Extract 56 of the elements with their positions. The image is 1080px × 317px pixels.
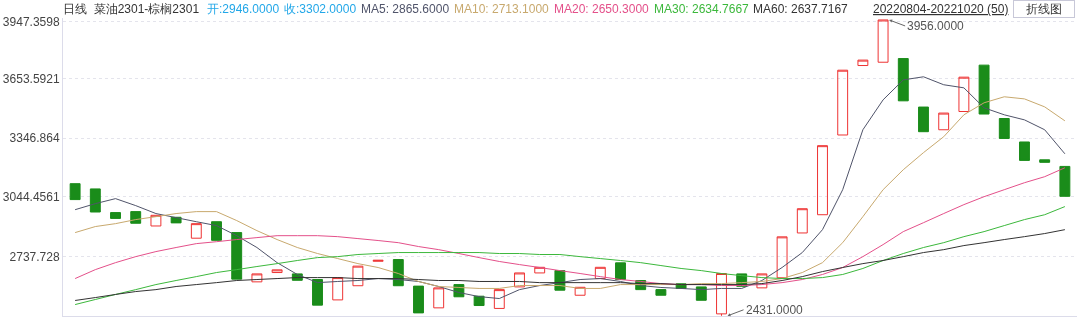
candlestick — [332, 277, 344, 301]
candlestick — [998, 118, 1010, 139]
y-tick-label: 2737.728 — [9, 249, 60, 264]
annotation: 3956.0000 — [907, 19, 965, 33]
text: MA60: 2637.7167 — [753, 2, 849, 16]
candlestick — [938, 112, 950, 131]
candlestick — [69, 183, 81, 201]
candlestick — [534, 266, 546, 274]
line-series — [74, 206, 1066, 306]
text: MA10: 2713.1000 — [454, 2, 550, 16]
candlestick — [958, 76, 970, 113]
candlestick — [493, 289, 505, 309]
candlestick — [150, 214, 162, 227]
y-tick-label: 3947.3598 — [2, 14, 60, 29]
candlestick — [978, 64, 990, 115]
candlestick — [574, 286, 586, 296]
candlestick — [211, 221, 222, 241]
text: MA5: 2865.6000 — [361, 2, 450, 16]
candlestick — [89, 188, 101, 213]
candlestick — [655, 289, 667, 296]
candlestick — [796, 208, 808, 234]
candlestick — [251, 273, 263, 283]
candlestick — [776, 236, 788, 279]
candlestick — [918, 106, 929, 133]
candlestick — [1019, 141, 1030, 161]
candlestick — [190, 223, 202, 239]
y-tick-label: 3044.4561 — [2, 189, 60, 204]
candlestick — [695, 286, 707, 301]
y-tick-label: 3653.5921 — [2, 71, 60, 86]
candlestick — [372, 259, 384, 262]
candlestick — [897, 58, 909, 102]
candlestick — [413, 285, 424, 314]
candlestick — [1039, 159, 1051, 163]
candlestick — [514, 272, 525, 288]
chart-title: 日线 菜油2301-棕榈2301 — [63, 2, 200, 17]
candlestick — [837, 69, 849, 136]
candlestick — [352, 265, 364, 287]
candlestick — [615, 262, 626, 281]
candlestick — [857, 59, 869, 67]
text: 20220804-20221020 (50) — [873, 2, 1009, 16]
line-series — [74, 167, 1066, 287]
candlestick — [110, 212, 121, 219]
candlestick — [312, 279, 323, 306]
y-tick-label: 3346.864 — [9, 131, 60, 146]
text: 开:2946.0000 — [207, 2, 280, 16]
candlestick — [271, 269, 283, 274]
candlestick — [433, 287, 445, 309]
text: MA30: 2634.7667 — [654, 2, 750, 16]
text: MA20: 2650.3000 — [554, 2, 650, 16]
text: 收:3302.0000 — [284, 2, 357, 16]
candlestick — [1059, 165, 1071, 197]
line-series — [74, 229, 1066, 301]
candlestick — [231, 232, 243, 280]
candlestick — [817, 145, 828, 216]
text: 折线图 — [1026, 2, 1062, 16]
annotation: 2431.0000 — [746, 303, 804, 317]
